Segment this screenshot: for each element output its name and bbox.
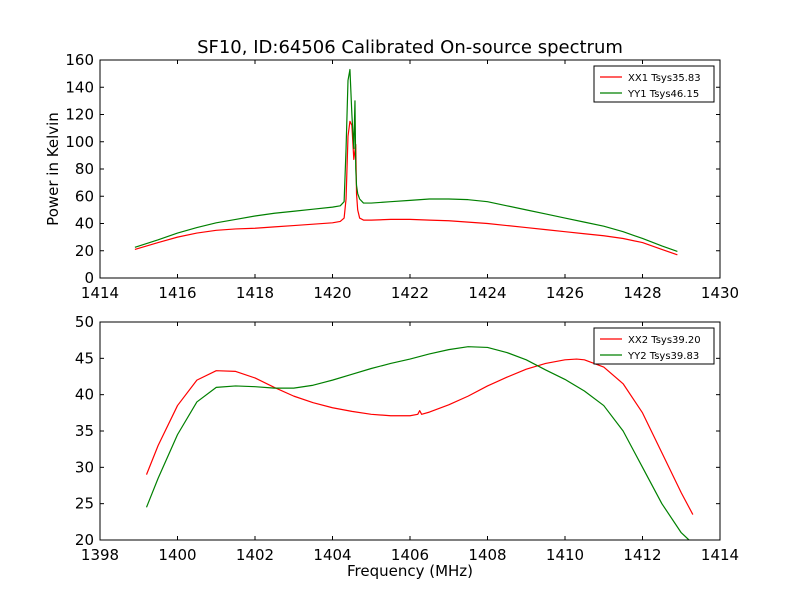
chart-panel-2: 1398 1400 1402 1404 1406 1408 1410 1412 1414 20 25… (75, 313, 739, 564)
x-axis-label: Frequency (MHz) (347, 562, 473, 580)
legend-box (593, 65, 715, 103)
y-axis-label: Power in Kelvin (44, 112, 62, 226)
series-line-yy1 (134, 68, 678, 252)
legend-entry: XX1 Tsys35.83 (628, 73, 701, 84)
y-tick-label: 45 (75, 349, 94, 367)
y-tick-label: 30 (75, 458, 94, 476)
x-tick-label: 1430 (701, 284, 739, 302)
legend-entry: XX2 Tsys39.20 (628, 335, 701, 346)
y-tick-label: 80 (75, 160, 94, 178)
y-tick-label: 20 (75, 242, 94, 260)
y-tick-label: 160 (65, 51, 94, 69)
y-tick-label: 50 (75, 313, 94, 331)
chart-panel-1: 1414 1416 1418 1420 1422 1424 1426 1428 1430 0 20 4… (44, 51, 739, 302)
x-tick-label: 1416 (158, 284, 196, 302)
series-line-yy2 (145, 346, 690, 540)
y-tick-label: 100 (65, 133, 94, 151)
x-tick-label: 1418 (236, 284, 274, 302)
x-tick-label: 1410 (546, 546, 584, 564)
x-tick-label: 1424 (468, 284, 506, 302)
legend-entry: YY1 Tsys46.15 (627, 89, 699, 100)
y-tick-label: 20 (75, 531, 94, 549)
x-tick-label: 1428 (623, 284, 661, 302)
y-tick-label: 0 (84, 269, 94, 287)
y-tick-label: 140 (65, 78, 94, 96)
y-tick-label: 40 (75, 386, 94, 404)
x-tick-label: 1414 (81, 284, 119, 302)
x-tick-label: 1426 (546, 284, 584, 302)
legend-entry: YY2 Tsys39.83 (627, 351, 699, 362)
legend: XX1 Tsys35.83 YY1 Tsys46.15 (593, 65, 715, 103)
x-tick-label: 1420 (313, 284, 351, 302)
y-tick-label: 40 (75, 215, 94, 233)
legend: XX2 Tsys39.20 YY2 Tsys39.83 (593, 327, 715, 365)
x-tick-label: 1398 (81, 546, 119, 564)
x-tick-label: 1400 (158, 546, 196, 564)
series-line-xx1 (134, 120, 678, 256)
x-tick-label: 1406 (391, 546, 429, 564)
x-tick-label: 1402 (236, 546, 274, 564)
x-tick-label: 1414 (701, 546, 739, 564)
chart-panels: 1414 1416 1418 1420 1422 1424 1426 1428 1430 0 20 4… (44, 51, 739, 564)
y-tick-label: 120 (65, 106, 94, 124)
x-tick-label: 1422 (391, 284, 429, 302)
y-tick-label: 60 (75, 187, 94, 205)
y-tick-label: 35 (75, 422, 94, 440)
x-tick-label: 1408 (468, 546, 506, 564)
legend-box (593, 327, 715, 365)
x-tick-label: 1404 (313, 546, 351, 564)
figure-title: SF10, ID:64506 Calibrated On-source spec… (197, 37, 623, 58)
x-tick-label: 1412 (623, 546, 661, 564)
y-tick-label: 25 (75, 495, 94, 513)
